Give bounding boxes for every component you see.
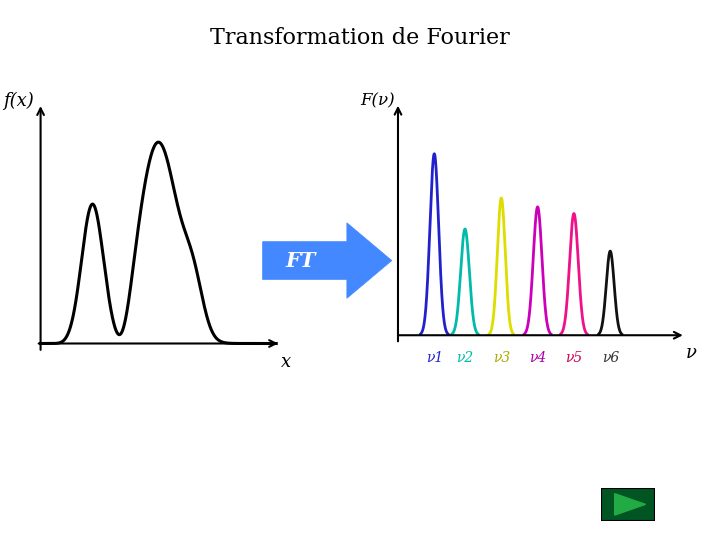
- Text: ν5: ν5: [565, 351, 582, 364]
- Polygon shape: [263, 222, 392, 298]
- Text: F(ν): F(ν): [361, 92, 395, 110]
- Text: ν1: ν1: [426, 351, 443, 364]
- Text: FT: FT: [285, 251, 315, 271]
- Text: ν3: ν3: [492, 351, 510, 364]
- Text: x: x: [281, 353, 291, 370]
- Text: Transformation de Fourier: Transformation de Fourier: [210, 27, 510, 49]
- Text: ν2: ν2: [456, 351, 474, 364]
- Text: ν4: ν4: [529, 351, 546, 364]
- Text: ν6: ν6: [602, 351, 619, 364]
- Polygon shape: [615, 494, 645, 515]
- Text: ν: ν: [685, 344, 697, 362]
- Text: f(x): f(x): [3, 92, 34, 110]
- FancyBboxPatch shape: [601, 488, 655, 521]
